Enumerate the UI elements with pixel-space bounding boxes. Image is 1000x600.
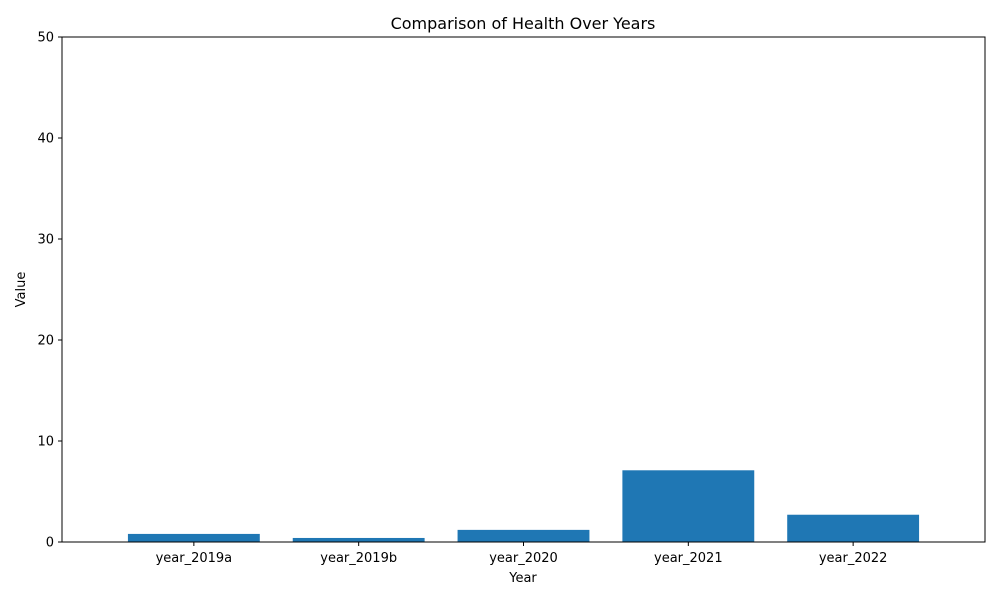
y-tick-label: 20 — [37, 334, 54, 349]
y-tick-label: 10 — [37, 435, 54, 450]
y-tick-label: 30 — [37, 233, 54, 248]
x-tick-label: year_2022 — [819, 551, 888, 566]
bars-group — [127, 470, 920, 542]
y-axis-ticks: 0 10 20 30 40 50 — [37, 31, 62, 551]
x-axis-label: Year — [508, 571, 537, 586]
x-tick-label: year_2020 — [489, 551, 558, 566]
bar-year_2021 — [622, 470, 755, 542]
x-tick-label: year_2019a — [156, 551, 233, 566]
y-tick-label: 40 — [37, 132, 54, 147]
x-tick-label: year_2019b — [320, 551, 397, 566]
y-tick-label: 0 — [46, 536, 54, 551]
x-tick-label: year_2021 — [654, 551, 723, 566]
x-axis-ticks: year_2019a year_2019b year_2020 year_2021 ye… — [156, 542, 888, 566]
bar-year_2019b — [292, 537, 425, 542]
y-axis-label: Value — [14, 272, 29, 308]
bar-year_2022 — [787, 514, 920, 542]
bar-year_2019a — [127, 533, 260, 542]
chart-title: Comparison of Health Over Years — [391, 14, 656, 33]
plot-frame — [61, 36, 986, 543]
y-tick-label: 50 — [37, 31, 54, 46]
bar-year_2020 — [457, 529, 590, 542]
